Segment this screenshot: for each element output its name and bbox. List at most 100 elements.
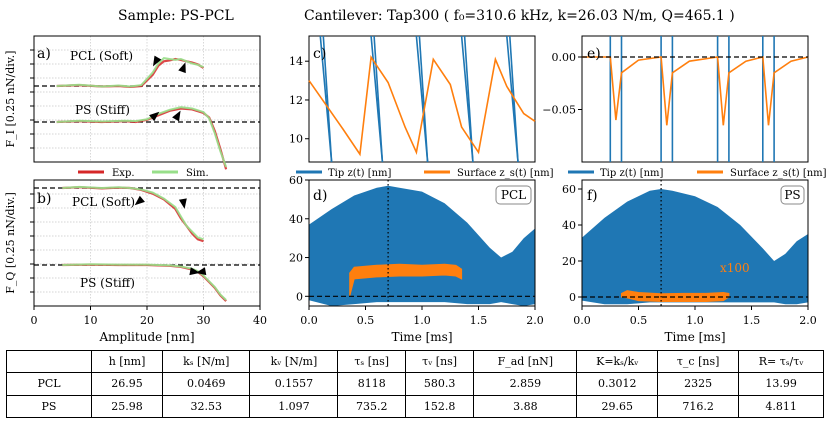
d-ytick-label-0: 0 <box>296 290 303 303</box>
a-arrow-1 <box>152 55 162 67</box>
a-panel-label: a) <box>37 46 51 62</box>
c-tip-up-4 <box>418 35 429 163</box>
c-panel-label: c) <box>313 46 326 62</box>
a-series-1 <box>56 57 204 88</box>
sample-title: Sample: PS-PCL <box>118 8 234 24</box>
b-xtick-label-0: 0 <box>31 314 38 327</box>
f-box-label-frame <box>780 185 805 205</box>
table-cell: 8118 <box>337 372 406 396</box>
table-cell: 2.859 <box>473 372 578 396</box>
table-cell: PCL <box>6 372 92 396</box>
f-xtick-label-2: 1.0 <box>686 314 704 327</box>
f-xtick-label-0: 0.0 <box>573 314 591 327</box>
d-xtick-label-3: 1.5 <box>470 314 488 327</box>
a-series-2 <box>56 107 228 170</box>
table-cell: 2325 <box>657 372 740 396</box>
table-cell: 0.1557 <box>249 372 339 396</box>
table-cell: 29.65 <box>576 394 659 419</box>
b-xtick-label-2: 20 <box>140 314 154 327</box>
e-frame <box>581 35 809 163</box>
f-xlabel: Time [ms] <box>664 330 725 344</box>
table-cell: K=kₛ/kᵥ <box>576 349 659 374</box>
table-cell: R= τₛ/τᵥ <box>738 349 824 374</box>
c-tip-up-2 <box>373 35 384 163</box>
b-xtick-label-4: 40 <box>253 314 267 327</box>
b-panel-label: b) <box>37 191 51 207</box>
d-ytick-label-2: 40 <box>289 213 303 226</box>
c-frame <box>308 35 536 163</box>
c-ytick-label-2: 14 <box>289 55 303 68</box>
b-arrow-4 <box>195 267 207 276</box>
a-legend-sim: Sim. <box>186 168 209 179</box>
table-cell: kᵥ [N/m] <box>249 349 339 374</box>
f-xtick-label-1: 0.5 <box>630 314 648 327</box>
table-cell: τ_c [ns] <box>657 349 740 374</box>
a-arrow-4 <box>172 110 181 122</box>
f-xtick-label-3: 1.5 <box>743 314 761 327</box>
e-surface <box>582 55 809 126</box>
d-box-label: PCL <box>501 188 526 202</box>
e-ytick-label-1: −0.05 <box>542 104 576 117</box>
d-panel-label: d) <box>313 188 327 204</box>
table-cell: τₛ [ns] <box>337 349 406 374</box>
table-row: PCL 26.95 0.0469 0.1557 8118 580.3 2.859 0.3012… <box>6 372 824 396</box>
table-cell: F_ad [nN] <box>473 349 578 374</box>
c-surface <box>308 55 536 157</box>
table-cell: 735.2 <box>337 394 406 419</box>
f-panel-label: f) <box>587 188 598 204</box>
table-cell: 1.097 <box>249 394 339 419</box>
d-xlabel: Time [ms] <box>391 330 452 344</box>
c-legend-surface: Surface z_s(t) [nm] <box>457 168 554 179</box>
a-arrow-3 <box>149 111 160 122</box>
table-cell: τᵥ [ns] <box>404 349 475 374</box>
table-row: PS 25.98 32.53 1.097 735.2 152.8 3.88 29.65 716.… <box>6 394 824 419</box>
a-frame <box>33 35 261 163</box>
c-ytick-label-0: 10 <box>289 133 303 146</box>
e-ytick-label-0: 0.00 <box>552 51 577 64</box>
table-cell: 716.2 <box>657 394 740 419</box>
f-ytick-label-0: 0 <box>569 291 576 304</box>
d-box-label-frame <box>495 185 532 205</box>
c-tip-up-0 <box>322 35 333 163</box>
f-ytick-label-1: 20 <box>562 255 576 268</box>
f-annot-x100: x100 <box>720 261 750 275</box>
b-ylabel: F_Q [0.25 nN/div.] <box>4 192 17 294</box>
b-annot-ps: PS (Stiff) <box>80 276 135 290</box>
table-cell: 580.3 <box>404 372 475 396</box>
a-ylabel: F_I [0.25 nN/div.] <box>4 51 17 148</box>
b-arrow-1 <box>134 195 145 206</box>
b-xlabel: Amplitude [nm] <box>98 330 194 344</box>
table-cell: 26.95 <box>90 372 164 396</box>
e-panel-label: e) <box>587 46 601 62</box>
a-legend-exp: Exp. <box>112 168 135 179</box>
b-series-1 <box>62 185 204 241</box>
b-xtick-label-1: 10 <box>84 314 98 327</box>
f-ytick-label-2: 40 <box>562 219 576 232</box>
table-cell: 0.3012 <box>576 372 659 396</box>
f-tip-envelope <box>582 189 808 305</box>
d-ytick-label-1: 20 <box>289 252 303 265</box>
b-annot-pcl: PCL (Soft) <box>72 195 135 209</box>
e-legend-tip: Tip z(t) [nm] <box>600 168 664 179</box>
cantilever-title: Cantilever: Tap300 ( f₀=310.6 kHz, k=26.… <box>304 8 735 24</box>
table-cell: 25.98 <box>90 394 164 419</box>
table-cell <box>6 349 92 374</box>
a-series-3 <box>56 106 228 168</box>
a-annot-pcl: PCL (Soft) <box>70 49 133 63</box>
table-cell: h [nm] <box>90 349 164 374</box>
table-cell: 152.8 <box>404 394 475 419</box>
parameter-table: h [nm] kₛ [N/m] kᵥ [N/m] τₛ [ns] τᵥ [ns] F_ad… <box>6 349 824 419</box>
d-xtick-label-2: 1.0 <box>413 314 431 327</box>
d-xtick-label-4: 2.0 <box>526 314 544 327</box>
table-cell: 32.53 <box>162 394 251 419</box>
a-arrow-2 <box>178 62 186 74</box>
a-series-0 <box>56 57 205 89</box>
d-xtick-label-1: 0.5 <box>357 314 375 327</box>
table-cell: 0.0469 <box>162 372 251 396</box>
table-cell: 3.88 <box>473 394 578 419</box>
figure: Sample: PS-PCL Cantilever: Tap300 ( f₀=3… <box>4 8 827 344</box>
table-cell: 4.811 <box>738 394 824 419</box>
f-xtick-label-4: 2.0 <box>799 314 817 327</box>
table-cell: PS <box>6 394 92 419</box>
table-header-row: h [nm] kₛ [N/m] kᵥ [N/m] τₛ [ns] τᵥ [ns] F_ad… <box>6 349 824 374</box>
